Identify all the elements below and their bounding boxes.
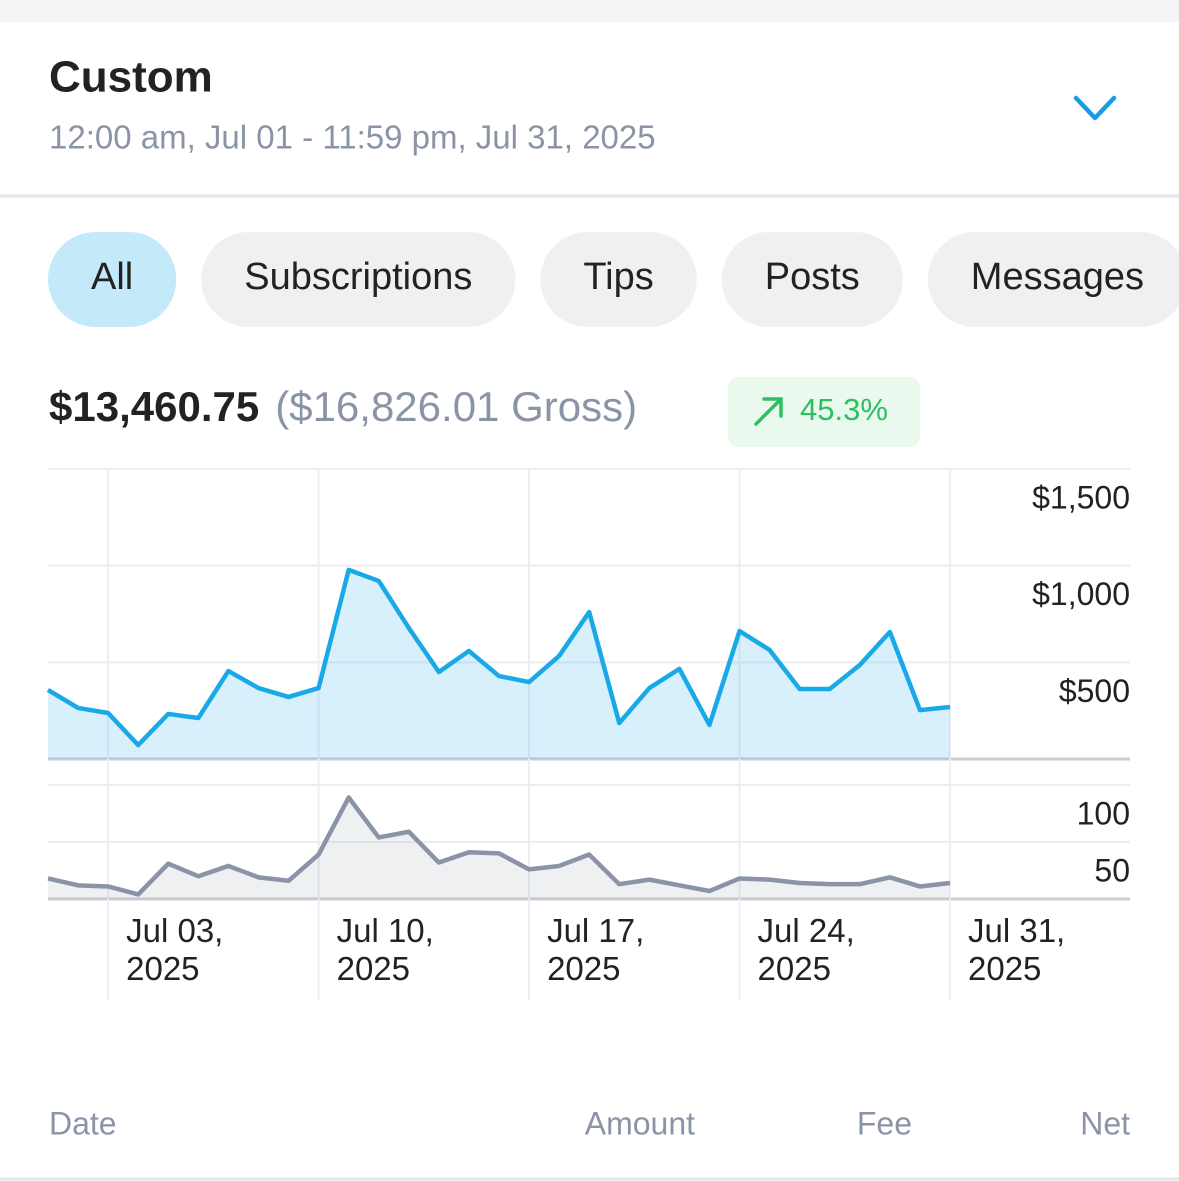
tab-pill[interactable] (48, 232, 177, 327)
filter-tab[interactable]: All (48, 232, 177, 327)
tab-pill[interactable] (540, 232, 697, 327)
y2-tick-label: 100 (1077, 795, 1130, 831)
period-range: 12:00 am, Jul 01 - 11:59 pm, Jul 31, 202… (49, 119, 656, 156)
tab-pill[interactable] (201, 232, 516, 327)
period-title: Custom (49, 53, 213, 102)
col-header: Fee (857, 1105, 912, 1141)
tab-label[interactable]: Posts (765, 256, 860, 298)
filter-tab[interactable]: Tips (540, 232, 697, 327)
x-tick: Jul 24, 2025 (757, 912, 855, 987)
series-line (46, 567, 951, 748)
y-tick-label: $500 (1059, 673, 1130, 709)
y2-tick-label: 50 (1094, 852, 1130, 888)
y-tick-label: $1,000 (1032, 576, 1130, 612)
dropdown-chevron[interactable] (1073, 95, 1117, 121)
col-header: Net (1080, 1105, 1130, 1141)
x-tick: Jul 17, 2025 (547, 912, 645, 987)
x-tick-label: Jul 10, 2025 (336, 912, 434, 987)
gross-total: ($16,826.01 Gross) (275, 383, 637, 430)
col-header: Date (49, 1105, 117, 1141)
chart: $500 $1,000 $1,500 50 100 Jul 03, 2025 Jul 10,… (46, 468, 1130, 1000)
tab-label[interactable]: All (91, 256, 133, 298)
tab-label[interactable]: Tips (583, 256, 653, 298)
tabs: All Subscriptions Tips Posts Messages (48, 232, 1179, 327)
col-header: Amount (585, 1105, 695, 1141)
x-tick-label: Jul 17, 2025 (547, 912, 645, 987)
up-arrow (754, 397, 783, 426)
filter-tab[interactable]: Posts (721, 232, 903, 327)
x-tick-label: Jul 03, 2025 (126, 912, 224, 987)
y-tick-label: $1,500 (1032, 479, 1130, 515)
x-tick-label: Jul 31, 2025 (968, 912, 1066, 987)
x-tick-label: Jul 24, 2025 (757, 912, 855, 987)
x-tick: Jul 31, 2025 (968, 912, 1066, 987)
series-area (48, 569, 950, 759)
x-tick: Jul 03, 2025 (126, 912, 224, 987)
change-value: 45.3% (800, 392, 888, 427)
tab-label[interactable]: Subscriptions (244, 256, 472, 298)
change-badge (728, 377, 920, 447)
net-total: $13,460.75 (49, 383, 259, 430)
tab-label[interactable]: Messages (971, 256, 1144, 298)
top-strip (0, 0, 1179, 22)
series-line (47, 795, 951, 897)
tab-pill[interactable] (927, 232, 1179, 327)
tab-pill[interactable] (721, 232, 903, 327)
series-area (48, 797, 950, 899)
filter-tab[interactable]: Messages (927, 232, 1179, 327)
filter-tab[interactable]: Subscriptions (201, 232, 516, 327)
x-tick: Jul 10, 2025 (336, 912, 434, 987)
